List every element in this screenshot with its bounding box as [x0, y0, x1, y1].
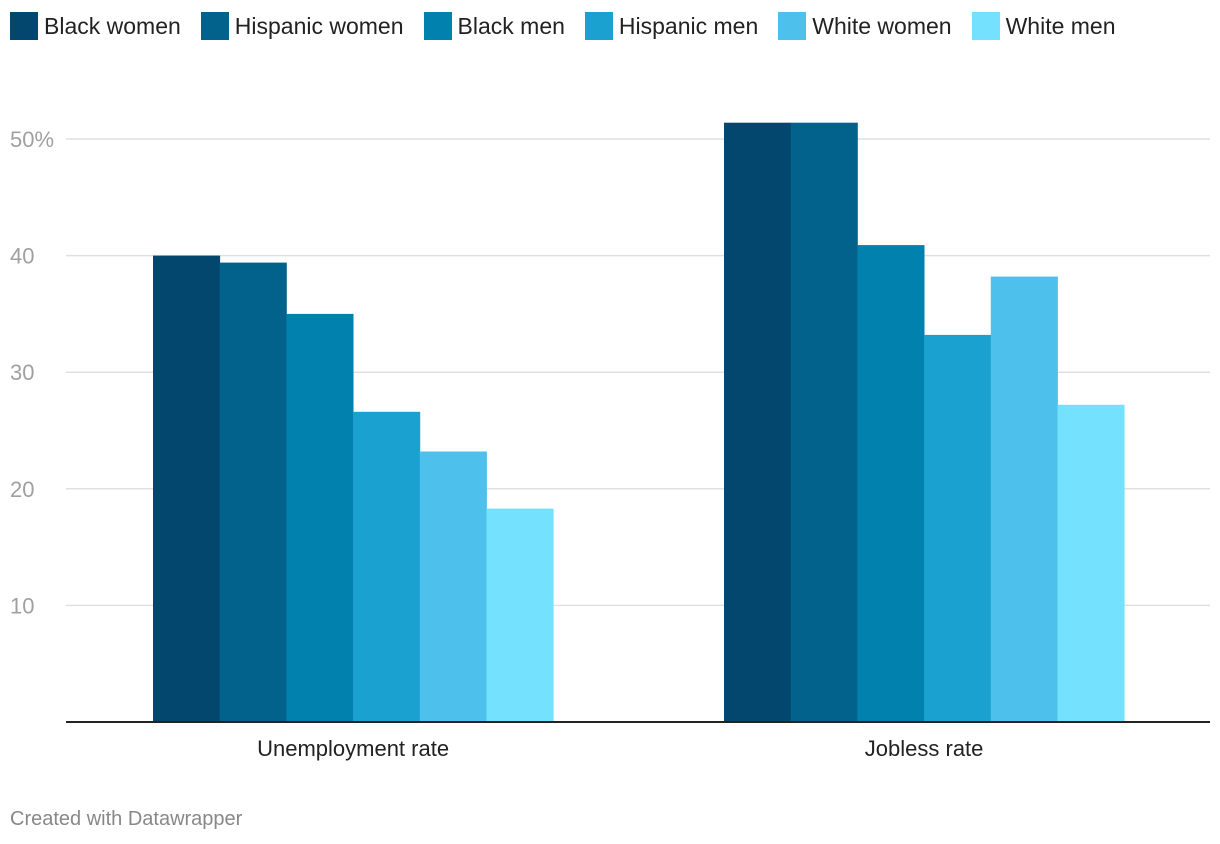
legend-label: Hispanic women [234, 12, 404, 39]
legend-item-white-women: White women [778, 12, 952, 40]
legend-item-white-men: White men [971, 12, 1116, 40]
bar-jobless-rate-hispanic-men[interactable] [924, 334, 992, 722]
legend-label: Hispanic men [618, 12, 759, 39]
bar-jobless-rate-hispanic-women[interactable] [790, 122, 858, 722]
legend-swatch [200, 12, 229, 40]
legend: Black women Hispanic women Black men Hispan… [10, 12, 1136, 40]
legend-item-hispanic-women: Hispanic women [200, 12, 404, 40]
legend-item-black-women: Black women [10, 12, 181, 40]
legend-swatch [778, 12, 807, 40]
legend-label: White men [1005, 12, 1116, 39]
legend-swatch [423, 12, 452, 40]
bar-unemployment-rate-white-women[interactable] [419, 451, 487, 723]
y-tick-label: 20 [10, 477, 34, 502]
legend-label: Black men [457, 12, 565, 39]
y-tick-label: 10 [10, 593, 34, 618]
bar-jobless-rate-white-men[interactable] [1057, 404, 1125, 722]
legend-swatch [971, 12, 1000, 40]
legend-item-black-men: Black men [423, 12, 565, 40]
footer-credit[interactable]: Created with Datawrapper [10, 808, 243, 830]
bar-unemployment-rate-black-men[interactable] [286, 313, 354, 722]
x-category-label: Unemployment rate [257, 736, 449, 761]
legend-item-hispanic-men: Hispanic men [584, 12, 759, 40]
bar-jobless-rate-black-women[interactable] [724, 122, 792, 722]
bar-unemployment-rate-white-men[interactable] [486, 508, 554, 722]
legend-swatch [584, 12, 613, 40]
bar-unemployment-rate-hispanic-men[interactable] [353, 411, 421, 722]
y-tick-label: 40 [10, 244, 34, 269]
bar-jobless-rate-white-women[interactable] [990, 276, 1058, 722]
legend-label: White women [812, 12, 952, 39]
bar-jobless-rate-black-men[interactable] [857, 245, 925, 722]
y-tick-label: 50% [10, 127, 54, 152]
legend-swatch [10, 12, 38, 40]
bar-unemployment-rate-hispanic-women[interactable] [219, 262, 287, 722]
bar-unemployment-rate-black-women[interactable] [153, 255, 221, 722]
y-tick-label: 30 [10, 360, 34, 385]
legend-label: Black women [44, 12, 181, 39]
x-category-label: Jobless rate [865, 736, 984, 761]
